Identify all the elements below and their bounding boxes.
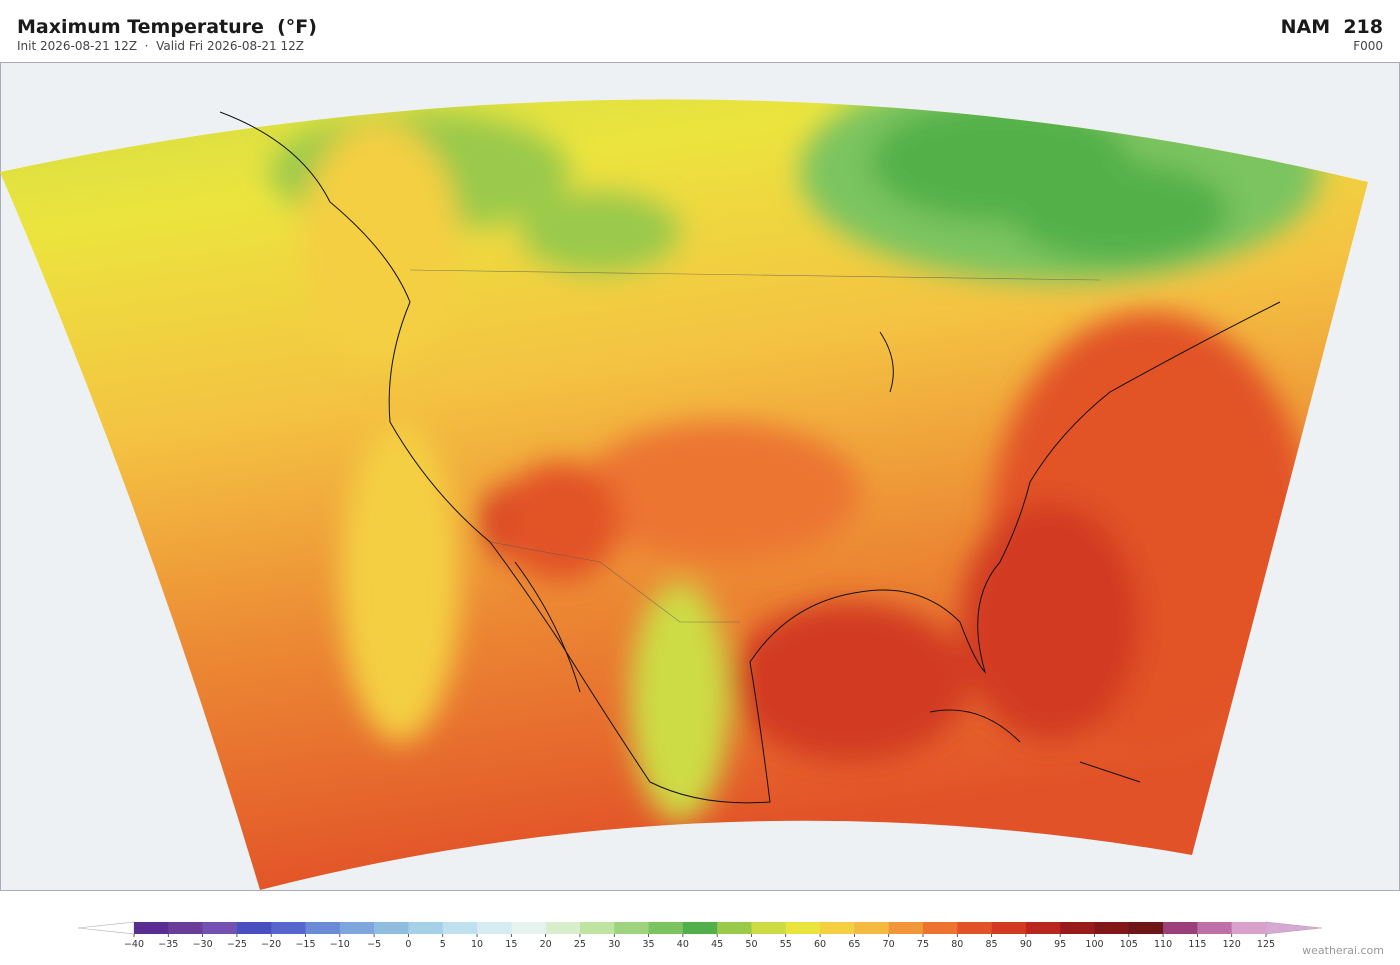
colorbar-tick-label: 110	[1154, 939, 1172, 950]
colorbar-bin	[614, 922, 649, 934]
colorbar-tick-label: −40	[124, 939, 144, 950]
colorbar-tick-label: −10	[330, 939, 350, 950]
colorbar-bin	[957, 922, 992, 934]
temperature-field	[0, 99, 1368, 890]
colorbar-bin	[579, 922, 615, 934]
colorbar-bin	[202, 922, 238, 934]
colorbar-tick-label: 5	[440, 939, 446, 950]
title: Maximum Temperature (°F)	[17, 16, 317, 38]
colorbar-tick-label: 105	[1120, 939, 1138, 950]
colorbar-bin	[751, 922, 787, 934]
colorbar-bin	[1197, 922, 1232, 934]
borders	[409, 269, 1101, 623]
colorbar-bin	[236, 922, 272, 934]
colorbar-tick-label: 25	[574, 939, 586, 950]
colorbar-tick-label: 35	[642, 939, 654, 950]
colorbar-bin	[339, 922, 375, 934]
colorbar-bin	[1163, 922, 1198, 934]
colorbar-tick-label: 15	[505, 939, 517, 950]
colorbar-tick-label: −15	[295, 939, 315, 950]
colorbar-tick-label: −35	[158, 939, 178, 950]
colorbar-tick-label: −20	[261, 939, 281, 950]
colorbar-bin	[991, 922, 1027, 934]
colorbar-bin	[785, 922, 821, 934]
colorbar-tick-label: 50	[745, 939, 757, 950]
subtitle: Init 2026-08-21 12Z · Valid Fri 2026-08-…	[17, 39, 304, 53]
colorbar-bin	[1231, 922, 1267, 934]
colorbar-bin	[682, 922, 718, 934]
colorbar-bin	[271, 922, 306, 934]
map	[0, 62, 1400, 891]
watermark: weatherai.com	[1302, 944, 1384, 957]
colorbar-over	[1265, 921, 1323, 935]
colorbar-under	[77, 921, 135, 935]
colorbar-tick-label: 10	[471, 939, 483, 950]
colorbar-tick-label: 30	[608, 939, 620, 950]
colorbar-bin	[922, 922, 958, 934]
colorbar-tick-label: 85	[986, 939, 998, 950]
colorbar-tick-label: 40	[677, 939, 689, 950]
colorbar-tick-label: −5	[367, 939, 381, 950]
colorbar-bin	[888, 922, 924, 934]
colorbar-tick-label: 55	[780, 939, 792, 950]
colorbar-bin	[477, 922, 512, 934]
colorbar-bin	[442, 922, 478, 934]
colorbar: −40 −35 −30 −25 −20 −15 −10 −5 0 5 10 15 20 25 30 35 40 4…	[77, 921, 1323, 950]
colorbar-tick-label: 45	[711, 939, 723, 950]
colorbar-tick-label: 20	[540, 939, 552, 950]
colorbar-tick-label: 100	[1085, 939, 1103, 950]
colorbar-tick-label: 120	[1223, 939, 1241, 950]
colorbar-tick-label: 90	[1020, 939, 1032, 950]
colorbar-tick-label: −30	[193, 939, 213, 950]
colorbar-tick-label: 65	[848, 939, 860, 950]
colorbar-bin	[1025, 922, 1061, 934]
colorbar-bin	[1094, 922, 1130, 934]
colorbar-bin	[854, 922, 889, 934]
colorbar-tick-label: 95	[1054, 939, 1066, 950]
colorbar-tick-label: 60	[814, 939, 826, 950]
colorbar-tick-label: 125	[1257, 939, 1275, 950]
colorbar-bin	[1060, 922, 1095, 934]
colorbar-bin	[545, 922, 581, 934]
colorbar-bin	[1128, 922, 1164, 934]
colorbar-tick-label: 115	[1188, 939, 1206, 950]
colorbar-bin	[820, 922, 855, 934]
colorbar-tick-label: −25	[227, 939, 247, 950]
colorbar-tick-label: 70	[883, 939, 895, 950]
colorbar-tick-label: 80	[951, 939, 963, 950]
colorbar-bin	[511, 922, 546, 934]
colorbar-bin	[408, 922, 444, 934]
coastlines	[219, 111, 1281, 804]
colorbar-bin	[374, 922, 409, 934]
forecast-hour: F000	[1353, 39, 1383, 53]
colorbar-bin	[305, 922, 341, 934]
colorbar-bin	[168, 922, 203, 934]
colorbar-tick-label: 75	[917, 939, 929, 950]
colorbar-bin	[134, 922, 169, 934]
colorbar-tick-label: 0	[405, 939, 411, 950]
model-name: NAM 218	[1280, 16, 1383, 38]
colorbar-bin	[648, 922, 684, 934]
colorbar-bin	[717, 922, 752, 934]
